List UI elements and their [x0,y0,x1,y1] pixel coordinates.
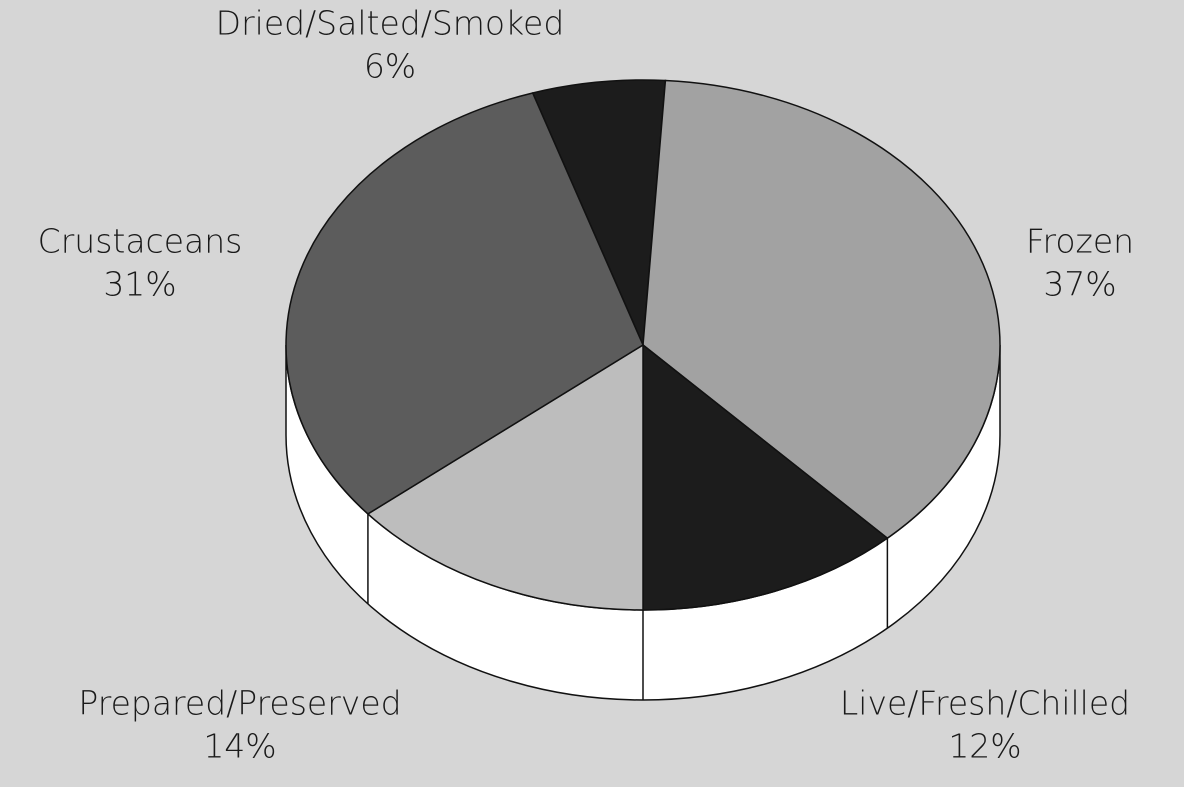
slice-value-label: 12% [948,727,1021,766]
slice-value-label: 6% [364,47,416,86]
slice-label: Crustaceans [38,222,243,261]
slice-label: Dried/Salted/Smoked [216,4,565,43]
pie-slice [642,79,1001,540]
slice-label: Prepared/Preserved [78,684,401,723]
slice-label: Frozen [1026,222,1134,261]
slice-value-label: 14% [203,727,276,766]
pie-slice [531,79,667,346]
slice-label: Live/Fresh/Chilled [840,684,1130,723]
slice-value-label: 31% [103,265,176,304]
slice-value-label: 37% [1043,265,1116,304]
pie-slice [285,92,644,515]
pie-slice [642,343,889,611]
pie-slice [366,343,644,611]
